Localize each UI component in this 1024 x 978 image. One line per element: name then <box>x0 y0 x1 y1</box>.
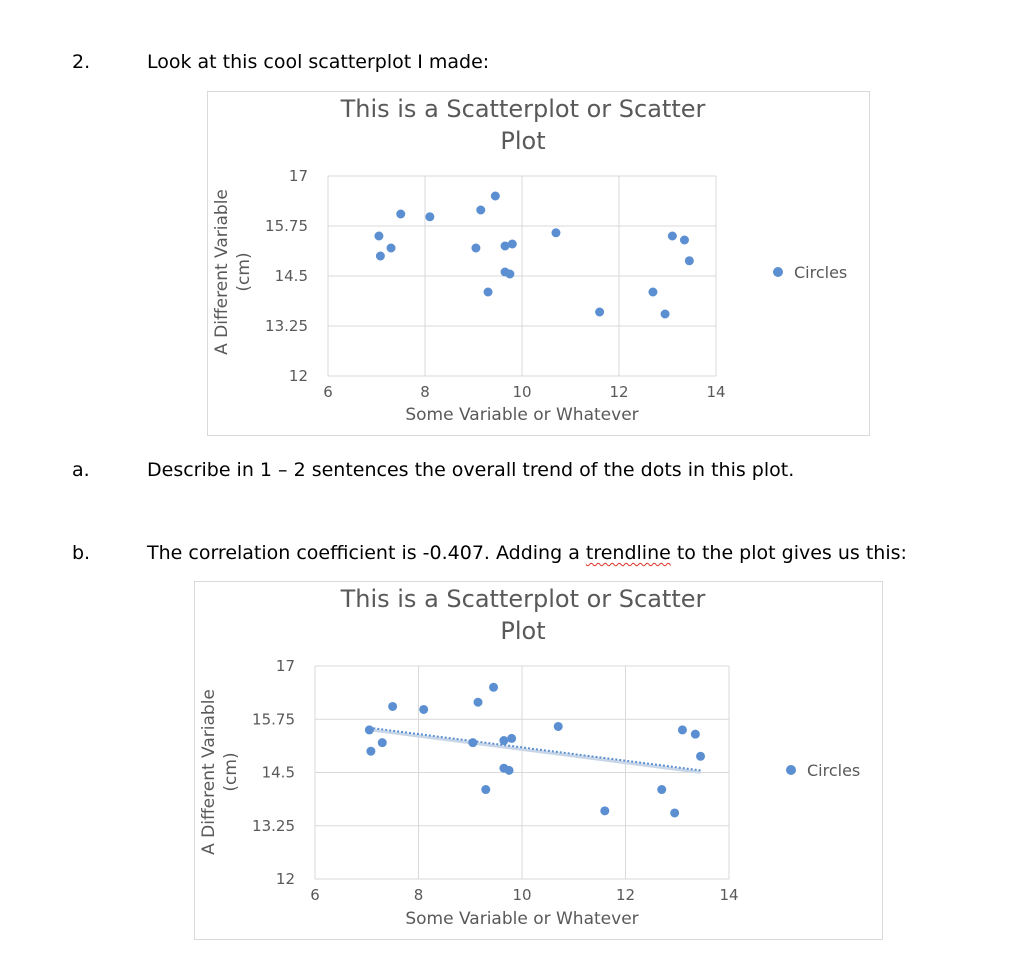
legend-marker <box>773 267 783 277</box>
scatter-chart-2: This is a Scatterplot or Scatter Plot 12 13… <box>194 581 883 940</box>
data-point <box>377 738 387 748</box>
x-tick-label: 12 <box>616 886 635 904</box>
data-point <box>500 241 510 251</box>
x-tick-label: 12 <box>609 383 628 401</box>
y-tick-label: 17 <box>276 657 295 675</box>
y-tick-label: 15.75 <box>265 217 308 235</box>
trendline <box>369 726 701 772</box>
legend-label: Circles <box>794 263 847 282</box>
data-point <box>551 228 561 238</box>
y-axis-title-line-1: A Different Variable <box>212 189 232 355</box>
data-point <box>375 251 385 261</box>
part-b-text-before: The correlation coefficient is -0.407. A… <box>147 542 586 564</box>
question-number: 2. <box>72 51 91 73</box>
data-point <box>481 785 491 795</box>
data-point <box>507 733 517 743</box>
data-point <box>374 231 384 241</box>
data-point <box>684 256 694 266</box>
x-axis-title: Some Variable or Whatever <box>405 909 638 929</box>
chart-1-svg: This is a Scatterplot or Scatter Plot 12 13… <box>212 95 847 425</box>
data-point <box>677 725 687 735</box>
data-point <box>690 729 700 739</box>
data-point <box>419 704 429 714</box>
y-axis-title-line-1: A Different Variable <box>199 689 219 855</box>
x-tick-label: 6 <box>310 886 320 904</box>
x-tick-label: 14 <box>719 886 738 904</box>
data-point <box>468 738 478 748</box>
y-tick-label: 13.25 <box>265 317 308 335</box>
y-axis-title-line-2: (cm) <box>221 752 241 791</box>
legend-marker <box>786 765 796 775</box>
data-point <box>670 808 680 818</box>
legend-label: Circles <box>807 761 860 780</box>
data-point <box>489 682 499 692</box>
data-point <box>471 243 481 253</box>
x-tick-label: 6 <box>323 383 333 401</box>
question-text: Look at this cool scatterplot I made: <box>147 51 490 73</box>
part-b-label: b. <box>72 542 91 564</box>
data-point <box>364 725 374 735</box>
data-point <box>679 235 689 245</box>
part-b-text: The correlation coefficient is -0.407. A… <box>147 542 907 564</box>
y-tick-label: 12 <box>276 870 295 888</box>
y-tick-label: 15.75 <box>252 710 295 728</box>
x-axis-title: Some Variable or Whatever <box>405 405 638 425</box>
data-point <box>595 307 605 317</box>
part-a-text: Describe in 1 – 2 sentences the overall … <box>147 459 795 481</box>
x-tick-label: 8 <box>414 886 424 904</box>
data-point <box>660 309 670 319</box>
data-point <box>483 287 493 297</box>
x-tick-label: 14 <box>706 383 725 401</box>
data-point <box>505 269 515 279</box>
data-point <box>657 785 667 795</box>
chart-title-line-1: This is a Scatterplot or Scatter <box>340 585 706 613</box>
x-tick-label: 8 <box>420 383 430 401</box>
part-b-misspelled-word: trendline <box>585 542 671 564</box>
y-tick-label: 13.25 <box>252 817 295 835</box>
data-point <box>667 231 677 241</box>
part-a-label: a. <box>72 459 90 481</box>
data-point <box>499 736 509 746</box>
data-point <box>507 239 517 249</box>
data-point <box>386 243 396 253</box>
chart-title-line-2: Plot <box>500 617 545 645</box>
data-point <box>366 746 376 756</box>
y-axis-title-line-2: (cm) <box>234 252 254 291</box>
y-tick-label: 12 <box>289 367 308 385</box>
x-tick-label: 10 <box>512 383 531 401</box>
y-tick-label: 14.5 <box>262 764 295 782</box>
data-point <box>396 209 406 219</box>
data-point <box>473 697 483 707</box>
y-tick-label: 17 <box>289 167 308 185</box>
part-b-text-after: to the plot gives us this: <box>670 542 907 564</box>
data-point <box>504 765 514 775</box>
chart-title-line-1: This is a Scatterplot or Scatter <box>340 95 706 123</box>
y-tick-label: 14.5 <box>275 267 308 285</box>
chart-title-line-2: Plot <box>500 127 545 155</box>
data-point <box>648 287 658 297</box>
data-point <box>490 191 500 201</box>
x-tick-label: 10 <box>512 886 531 904</box>
data-point <box>476 205 486 215</box>
data-point <box>696 751 706 761</box>
data-point <box>388 701 398 711</box>
scatter-chart-1: This is a Scatterplot or Scatter Plot 12 13… <box>207 91 870 436</box>
data-point <box>553 721 563 731</box>
data-point <box>600 806 610 816</box>
chart-2-svg: This is a Scatterplot or Scatter Plot 12 13… <box>199 585 860 929</box>
trendline-shadow <box>369 728 701 774</box>
data-point <box>425 212 435 222</box>
